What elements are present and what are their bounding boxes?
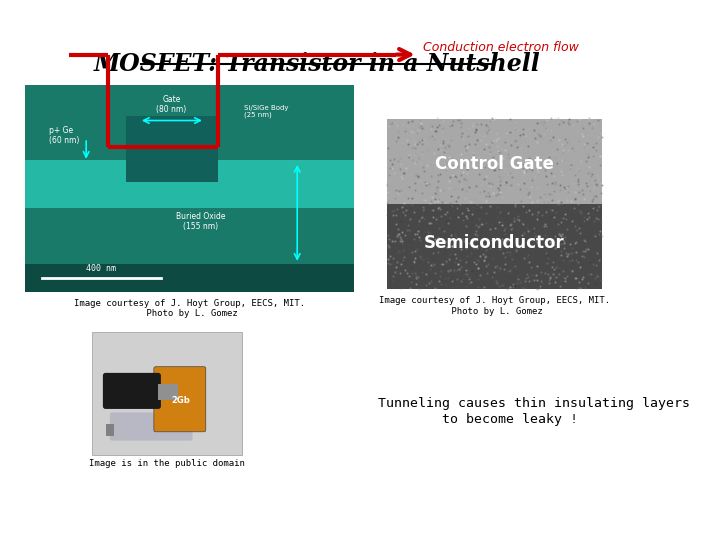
FancyBboxPatch shape xyxy=(154,367,206,432)
Bar xyxy=(126,116,218,182)
Text: Semiconductor: Semiconductor xyxy=(424,234,565,252)
Text: p+ Ge
(60 nm): p+ Ge (60 nm) xyxy=(49,126,80,145)
Text: 2Gb: 2Gb xyxy=(171,396,189,404)
Text: Control Gate: Control Gate xyxy=(435,155,554,173)
Bar xyxy=(92,332,242,455)
Bar xyxy=(24,264,354,292)
Bar xyxy=(158,384,178,400)
Bar xyxy=(24,160,354,208)
Bar xyxy=(106,424,114,436)
Text: Image courtesy of J. Hoyt Group, EECS, MIT.
 Photo by L. Gomez: Image courtesy of J. Hoyt Group, EECS, M… xyxy=(379,296,610,316)
Text: Si/SiGe Body
(25 nm): Si/SiGe Body (25 nm) xyxy=(245,105,289,118)
Text: 400 nm: 400 nm xyxy=(86,264,116,273)
Bar xyxy=(387,119,603,204)
Text: Image courtesy of J. Hoyt Group, EECS, MIT.
 Photo by L. Gomez: Image courtesy of J. Hoyt Group, EECS, M… xyxy=(74,299,305,319)
Text: Buried Oxide
(155 nm): Buried Oxide (155 nm) xyxy=(176,212,225,231)
Bar xyxy=(24,85,354,292)
Text: Image is in the public domain: Image is in the public domain xyxy=(89,459,245,468)
Text: Tunneling causes thin insulating layers: Tunneling causes thin insulating layers xyxy=(378,397,690,410)
Text: MOSFET: Transistor in a Nutshell: MOSFET: Transistor in a Nutshell xyxy=(93,52,540,76)
Text: Conduction electron flow: Conduction electron flow xyxy=(423,41,579,54)
Bar xyxy=(387,204,603,289)
Text: to become leaky !: to become leaky ! xyxy=(378,413,578,426)
FancyBboxPatch shape xyxy=(110,413,192,441)
FancyBboxPatch shape xyxy=(103,373,161,409)
Text: Gate
(80 nm): Gate (80 nm) xyxy=(156,95,186,114)
